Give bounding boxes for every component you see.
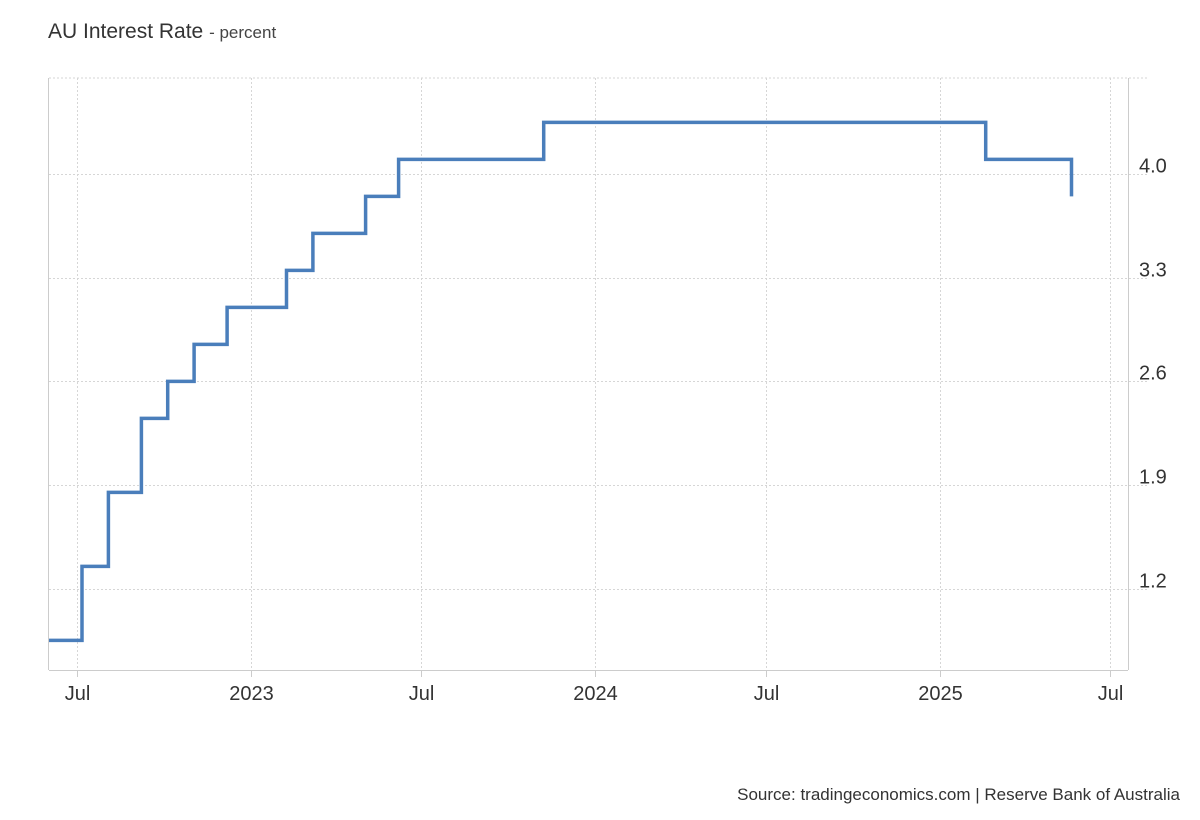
x-tick-label: 2024 <box>573 683 618 705</box>
chart-title: AU Interest Rate - percent <box>48 20 276 44</box>
y-tick-labels: 1.2 1.9 2.6 3.3 4.0 <box>1139 156 1167 593</box>
series-layer <box>49 120 1074 643</box>
x-tick-label: Jul <box>1098 683 1124 705</box>
chart-subtitle: - percent <box>209 23 277 42</box>
chart-axes <box>48 78 1129 677</box>
y-tick-label: 3.3 <box>1139 260 1167 282</box>
y-tick-label: 1.9 <box>1139 467 1167 489</box>
x-tick-label: Jul <box>65 683 91 705</box>
x-tick-label: Jul <box>754 683 780 705</box>
source-attribution: Source: tradingeconomics.com | Reserve B… <box>737 785 1180 804</box>
x-tick-label: Jul <box>409 683 435 705</box>
x-tick-label: 2025 <box>918 683 963 705</box>
grid-lines <box>49 77 1148 670</box>
y-tick-label: 4.0 <box>1139 156 1167 178</box>
chart-title-text: AU Interest Rate <box>48 20 204 43</box>
x-tick-labels: Jul 2023 Jul 2024 Jul 2025 Jul <box>65 683 1124 705</box>
y-tick-label: 2.6 <box>1139 363 1167 385</box>
x-tick-label: 2023 <box>229 683 274 705</box>
series-line <box>49 120 1074 643</box>
y-tick-label: 1.2 <box>1139 571 1167 593</box>
